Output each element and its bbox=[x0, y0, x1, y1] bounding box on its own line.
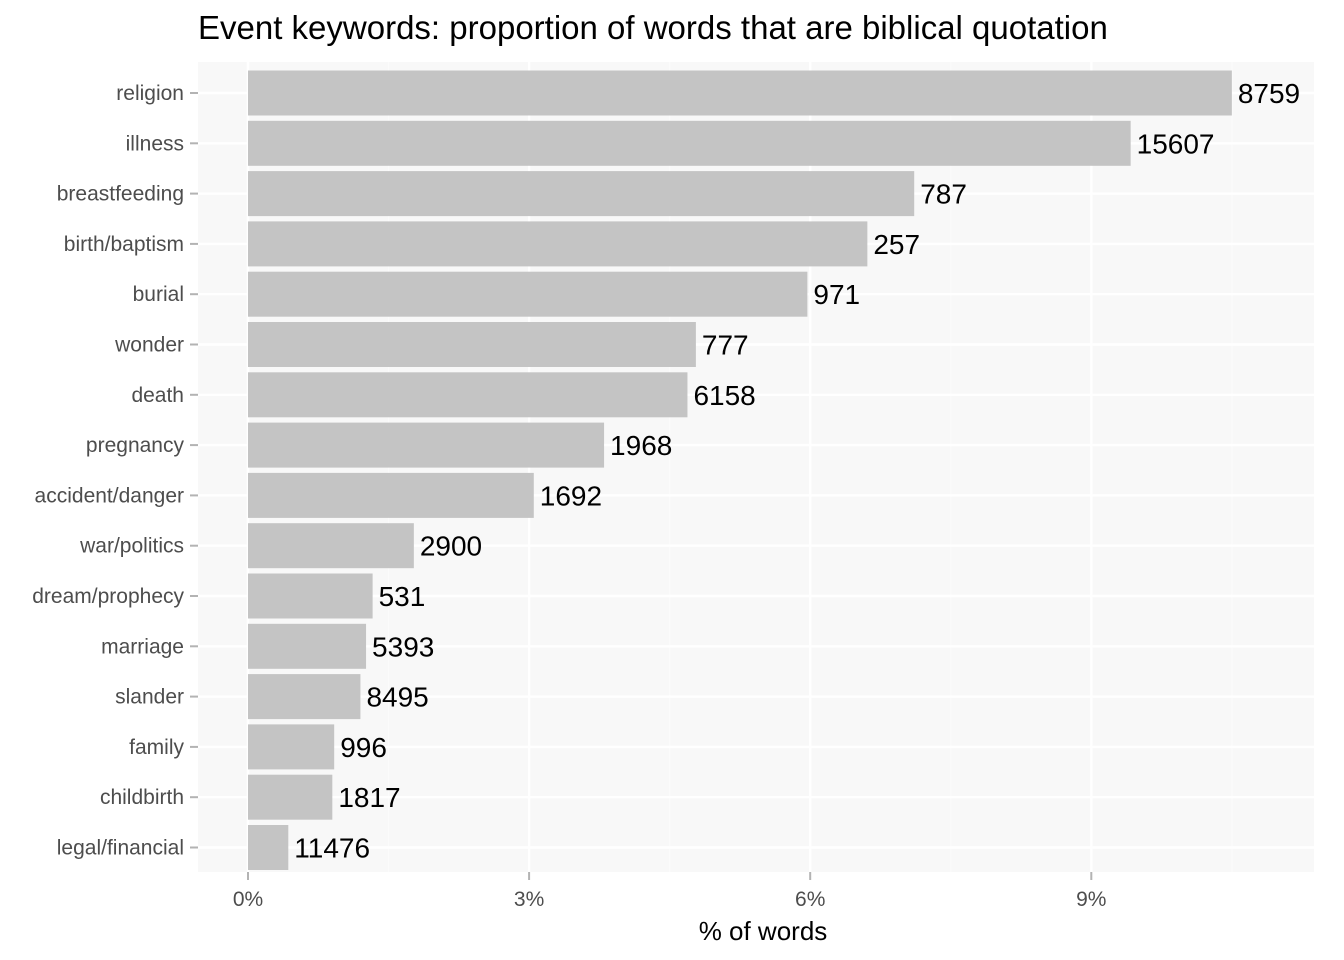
y-tick-label: childbirth bbox=[100, 786, 184, 809]
y-tick-label: breastfeeding bbox=[57, 183, 184, 206]
y-tick-label: marriage bbox=[101, 635, 184, 658]
bar-data-label: 8759 bbox=[1238, 78, 1300, 109]
bar bbox=[248, 523, 414, 569]
y-tick-label: war/politics bbox=[79, 535, 184, 558]
bar bbox=[248, 674, 361, 720]
bar-data-label: 5393 bbox=[372, 631, 434, 662]
x-axis: 0% 3% 6% 9% bbox=[233, 872, 1106, 911]
bar-data-label: 1817 bbox=[338, 782, 400, 813]
bar-data-label: 1692 bbox=[540, 480, 602, 511]
bar bbox=[248, 422, 605, 468]
y-tick-label: accident/danger bbox=[35, 484, 184, 507]
bar bbox=[248, 322, 696, 367]
bar bbox=[248, 623, 367, 669]
y-tick-label: pregnancy bbox=[86, 434, 185, 457]
bar bbox=[248, 171, 915, 217]
y-tick-label: wonder bbox=[114, 334, 184, 357]
bar-data-label: 996 bbox=[340, 732, 387, 763]
bar bbox=[248, 774, 333, 820]
bar-data-label: 6158 bbox=[693, 380, 755, 411]
bar-data-label: 11476 bbox=[294, 833, 370, 864]
bar-data-label: 2900 bbox=[420, 531, 482, 562]
bars bbox=[248, 70, 1232, 870]
bar-data-label: 777 bbox=[702, 330, 749, 361]
bar-data-label: 787 bbox=[920, 179, 967, 210]
bar-data-label: 531 bbox=[379, 581, 426, 612]
bar bbox=[248, 825, 289, 870]
bar-data-label: 8495 bbox=[366, 682, 428, 713]
y-tick-label: birth/baptism bbox=[64, 233, 184, 256]
y-tick-label: illness bbox=[126, 132, 184, 155]
bar bbox=[248, 70, 1232, 116]
y-tick-label: religion bbox=[116, 82, 184, 105]
chart-title: Event keywords: proportion of words that… bbox=[198, 9, 1108, 46]
bar-data-label: 971 bbox=[813, 279, 860, 310]
y-tick-label: slander bbox=[115, 686, 184, 709]
y-tick-label: dream/prophecy bbox=[32, 585, 184, 608]
bar bbox=[248, 271, 808, 317]
y-tick-label: burial bbox=[133, 283, 184, 306]
bar bbox=[248, 221, 868, 267]
y-tick-label: legal/financial bbox=[57, 837, 184, 860]
x-tick-label: 6% bbox=[795, 888, 825, 911]
x-tick-label: 0% bbox=[233, 888, 263, 911]
bar bbox=[248, 372, 688, 418]
x-tick-label: 9% bbox=[1076, 888, 1106, 911]
bar bbox=[248, 573, 373, 619]
x-axis-title: % of words bbox=[699, 916, 828, 946]
x-tick-label: 3% bbox=[514, 888, 544, 911]
bar bbox=[248, 120, 1131, 166]
bar bbox=[248, 472, 534, 518]
bar bbox=[248, 724, 335, 770]
y-tick-label: death bbox=[131, 384, 184, 407]
bar-data-label: 257 bbox=[873, 229, 920, 260]
bar-data-label: 15607 bbox=[1137, 128, 1215, 159]
bar-data-label: 1968 bbox=[610, 430, 672, 461]
y-axis: religion illness breastfeeding birth/baptis… bbox=[32, 82, 198, 860]
y-tick-label: family bbox=[129, 736, 184, 759]
